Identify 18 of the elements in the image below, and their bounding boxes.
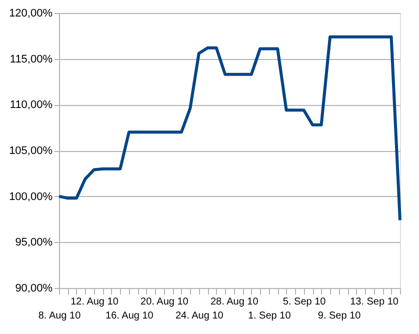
x-tick-label: 5. Sep 10 — [282, 296, 326, 308]
x-tick-label: 9. Sep 10 — [318, 310, 362, 322]
y-tick-label: 120,00% — [9, 8, 53, 20]
x-tick-label: 28. Aug 10 — [210, 296, 259, 308]
x-tick-label: 12. Aug 10 — [70, 296, 119, 308]
x-tick-label: 13. Sep 10 — [350, 296, 399, 308]
x-tick-label: 16. Aug 10 — [106, 310, 154, 322]
y-tick-label: 95,00% — [15, 236, 53, 249]
y-tick-label: 110,00% — [10, 99, 53, 112]
y-tick-label: 100,00% — [9, 190, 53, 203]
line-series — [58, 35, 402, 222]
y-tick-label: 115,00% — [10, 53, 53, 66]
y-tick-label: 105,00% — [9, 145, 53, 157]
x-tick-label: 1. Sep 10 — [248, 310, 292, 322]
y-tick-label: 90,00% — [15, 282, 53, 294]
x-tick-label: 24. Aug 10 — [175, 310, 224, 322]
x-tick-label: 20. Aug 10 — [140, 296, 189, 308]
x-tick-label: 8. Aug 10 — [38, 310, 82, 322]
